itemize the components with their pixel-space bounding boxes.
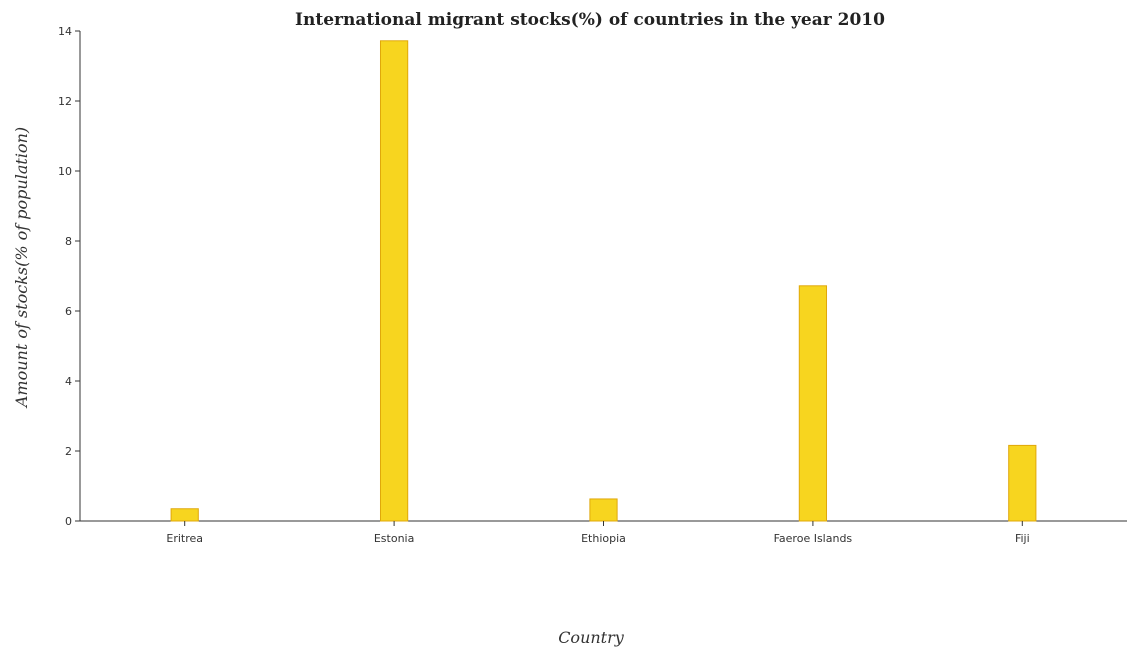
bar-ethiopia <box>589 498 618 522</box>
chart-title: International migrant stocks(%) of count… <box>295 10 885 30</box>
x-tick-label-1: Estonia <box>374 532 415 545</box>
bar-fiji <box>1008 444 1037 522</box>
y-tick-label-6: 12 <box>58 95 72 108</box>
y-tick-label-2: 4 <box>65 375 72 388</box>
y-axis-label: Amount of stocks(% of population) <box>12 127 31 409</box>
y-tick-label-0: 0 <box>65 515 72 528</box>
plot-area: 0 2 4 6 8 10 12 14 Eritrea Estonia Ethiopia Faeroe … <box>58 25 1127 545</box>
x-tick-label-2: Ethiopia <box>581 532 626 545</box>
x-tick-label-3: Faeroe Islands <box>774 532 853 545</box>
x-tick-label-0: Eritrea <box>166 532 203 545</box>
y-tick-label-7: 14 <box>58 25 72 38</box>
bar-eritrea <box>170 508 199 522</box>
y-tick-label-1: 2 <box>65 445 72 458</box>
y-tick-label-3: 6 <box>65 305 72 318</box>
bar-estonia <box>379 40 409 522</box>
x-axis-label: Country <box>558 628 625 647</box>
y-tick-label-5: 10 <box>58 165 72 178</box>
x-tick-label-4: Fiji <box>1015 532 1030 545</box>
bar-faeroe-islands <box>798 285 828 522</box>
y-tick-label-4: 8 <box>65 235 72 248</box>
